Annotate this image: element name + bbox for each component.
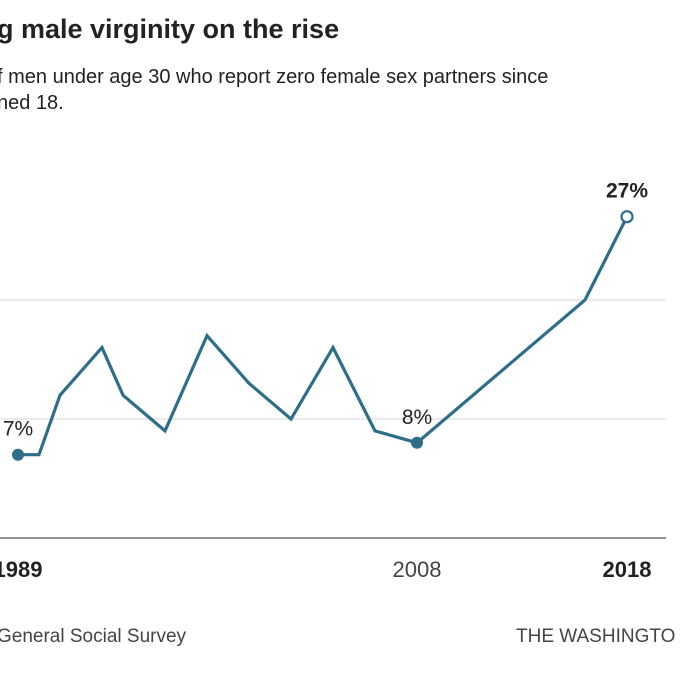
subtitle-line-2: ned 18.: [0, 92, 64, 114]
data-label-1989: 7%: [3, 418, 33, 441]
marker-1989: [12, 448, 24, 461]
publisher-credit: THE WASHINGTO: [516, 626, 676, 647]
marker-2008: [411, 436, 423, 449]
marker-2018: [620, 210, 634, 224]
subtitle-line-1: f men under age 30 who report zero femal…: [0, 66, 549, 88]
source-note: General Social Survey: [0, 626, 187, 647]
x-tick-label-2008: 2008: [393, 557, 442, 582]
chart-title: g male virginity on the rise: [0, 14, 340, 44]
data-label-2008: 8%: [402, 406, 432, 429]
series-line-0: [18, 215, 629, 457]
x-tick-label-1989: 1989: [0, 557, 42, 582]
x-tick-label-2018: 2018: [603, 557, 652, 582]
chart-subtitle: f men under age 30 who report zero femal…: [0, 64, 685, 116]
data-label-2018: 27%: [606, 180, 648, 203]
